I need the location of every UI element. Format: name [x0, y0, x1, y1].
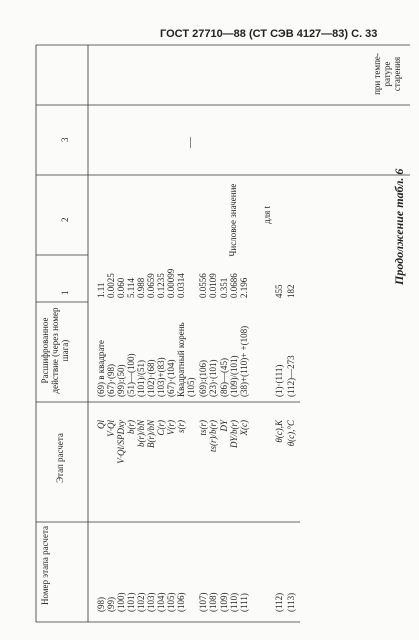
action: (112)—273	[286, 355, 296, 397]
stage: V·Ql	[106, 420, 116, 437]
action: (38)+(110)+ +(108)	[239, 325, 249, 397]
value: 0.988	[136, 277, 146, 298]
value: 0.060	[116, 277, 126, 298]
row-number: (112)	[274, 592, 284, 612]
action: (86)—(45)	[219, 358, 229, 397]
value: 0.351	[219, 277, 229, 298]
row-number: (98)	[96, 597, 106, 612]
value: 0.0109	[208, 273, 218, 298]
stage: θ(c),°C	[286, 420, 296, 447]
row-number: (99)	[106, 597, 116, 612]
column-header: при темпе-ратуре старения	[372, 53, 402, 95]
stage: DY	[219, 420, 229, 432]
row-number: (113)	[286, 592, 296, 612]
value: 0.0556	[198, 273, 208, 298]
dash-cell: —	[184, 137, 196, 148]
value: 0.0314	[176, 273, 186, 298]
action: (69):(106)	[198, 360, 208, 397]
stage: ts(r)	[198, 420, 208, 436]
action: (67)·(104)	[166, 359, 176, 398]
action: (109)/(101)	[229, 355, 239, 398]
value: 0.0025	[106, 273, 116, 298]
action: (23)·(101)	[208, 359, 218, 398]
column-header: для t	[262, 206, 272, 224]
table-caption: Продолжение табл. 6	[392, 168, 406, 285]
column-header: Расшифрованное действие (через номер шаг…	[40, 307, 70, 394]
action: (102)·(68)	[146, 359, 156, 398]
row-number: (100)	[116, 592, 126, 613]
action: (67)·(98)	[106, 364, 116, 397]
row-number: (107)	[198, 592, 208, 613]
value: 0.0686	[229, 273, 239, 298]
row-number: (108)	[208, 592, 218, 613]
column-header: Номер этапа расчета	[40, 526, 50, 605]
stage: s(r)	[176, 420, 186, 433]
row-number: (104)	[156, 592, 166, 613]
row-number: (110)	[229, 592, 239, 612]
value: 1.11	[96, 282, 106, 298]
value: 0.1235	[156, 273, 166, 298]
action: (103)+(83)	[156, 357, 166, 397]
column-header: Этап расчета	[55, 433, 65, 483]
stage: V(r)	[166, 420, 176, 435]
stage: C(r)	[156, 420, 166, 436]
row-number: (105)	[166, 592, 176, 613]
action: (69) в квадрате	[96, 339, 106, 397]
row-number: (111)	[239, 593, 249, 612]
action: (1)·(111)	[274, 364, 284, 397]
value: 182	[286, 284, 296, 299]
stage: θ(c),K	[274, 420, 284, 443]
row-number: (109)	[219, 592, 229, 613]
row-number: (106)	[176, 592, 186, 613]
stage: Ql	[96, 420, 106, 429]
stage: B(r)/bN	[146, 420, 156, 448]
value: 455	[274, 284, 284, 299]
row-number: (101)	[126, 592, 136, 613]
row-number: (102)	[136, 592, 146, 613]
action: (101)/(51)	[136, 360, 146, 397]
value: 5.114	[126, 278, 136, 298]
action: Квадратный корень (105)	[176, 322, 196, 397]
row-number: (103)	[146, 592, 156, 613]
value: 0.00099	[166, 268, 176, 298]
action: (99):(50)	[116, 364, 126, 398]
value: 2.196	[239, 277, 249, 298]
stage: X(c)	[239, 420, 249, 436]
stage: V·Ql/SPDxy	[116, 420, 126, 464]
column-header: 2	[60, 217, 70, 223]
stage: DY/b(r)	[229, 420, 239, 449]
page-header: ГОСТ 27710—88 (СТ СЭВ 4127—83) С. 33	[160, 28, 378, 40]
column-header: 1	[60, 290, 70, 296]
stage: b(r)	[126, 420, 136, 434]
action: (51)—(100)	[126, 353, 136, 398]
stage: b(r)/bN	[136, 420, 146, 447]
column-header: 3	[60, 137, 70, 143]
value: 0.0659	[146, 273, 156, 298]
stage: ts(r)/b(r)	[208, 420, 218, 452]
